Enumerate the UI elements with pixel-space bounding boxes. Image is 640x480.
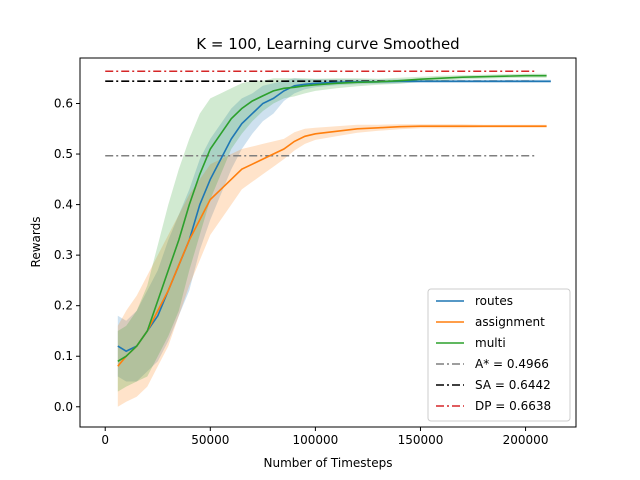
legend-label: multi [475, 336, 506, 350]
legend-label: A* = 0.4966 [475, 357, 549, 371]
band-assignment [117, 124, 547, 407]
legend-label: assignment [475, 315, 545, 329]
confidence-bands [117, 73, 551, 407]
y-tick-label: 0.3 [54, 248, 73, 262]
legend-label: DP = 0.6638 [475, 399, 551, 413]
chart-title: K = 100, Learning curve Smoothed [196, 35, 459, 53]
x-tick-label: 200000 [503, 433, 549, 447]
x-axis-label: Number of Timesteps [264, 456, 393, 470]
legend-label: routes [475, 294, 513, 308]
x-tick-label: 150000 [398, 433, 444, 447]
y-tick-label: 0.5 [54, 147, 73, 161]
y-tick-label: 0.4 [54, 198, 73, 212]
y-tick-label: 0.6 [54, 96, 73, 110]
x-tick-label: 50000 [191, 433, 229, 447]
series-line-multi [117, 74, 547, 362]
x-tick-label: 0 [101, 433, 109, 447]
y-tick-label: 0.1 [54, 349, 73, 363]
y-axis-label: Rewards [29, 217, 43, 268]
x-tick-label: 100000 [292, 433, 338, 447]
series-lines [117, 74, 551, 367]
y-axis-ticks: 0.0 0.1 0.2 0.3 0.4 0.5 0.6 [54, 96, 80, 414]
legend: routes assignment multi A* = 0.4966 SA = 0.6… [427, 288, 571, 422]
band-multi [117, 73, 547, 392]
plot-area-frame [79, 57, 577, 428]
series-line-assignment [117, 125, 547, 367]
x-axis-ticks: 0 50000 100000 150000 200000 [101, 427, 548, 447]
y-tick-label: 0.2 [54, 299, 73, 313]
band-routes [117, 78, 551, 382]
legend-label: SA = 0.6442 [475, 378, 551, 392]
y-tick-label: 0.0 [54, 400, 73, 414]
